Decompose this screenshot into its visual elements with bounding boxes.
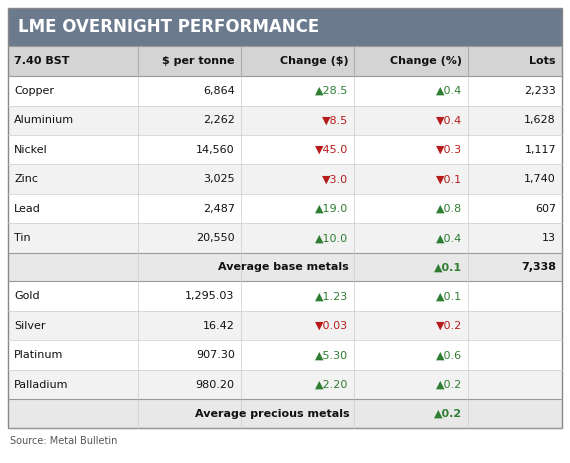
Text: Palladium: Palladium <box>14 380 68 390</box>
Text: ▼0.4: ▼0.4 <box>435 115 462 125</box>
Text: 13: 13 <box>542 233 556 243</box>
Bar <box>8 76 562 106</box>
Text: 6,864: 6,864 <box>203 86 235 96</box>
Text: 16.42: 16.42 <box>203 321 235 331</box>
Bar <box>8 370 562 400</box>
Text: ▲0.2: ▲0.2 <box>434 409 462 419</box>
Bar <box>8 253 562 282</box>
Text: 1,117: 1,117 <box>524 145 556 155</box>
Text: LME OVERNIGHT PERFORMANCE: LME OVERNIGHT PERFORMANCE <box>18 18 319 36</box>
Text: ▲19.0: ▲19.0 <box>315 204 348 214</box>
Text: ▲2.20: ▲2.20 <box>315 380 348 390</box>
Text: ▲5.30: ▲5.30 <box>315 350 348 360</box>
Bar <box>8 224 562 253</box>
Text: 1,740: 1,740 <box>524 174 556 184</box>
Text: ▲0.8: ▲0.8 <box>435 204 462 214</box>
Bar <box>8 340 562 370</box>
Text: 3,025: 3,025 <box>203 174 235 184</box>
Text: Change (%): Change (%) <box>390 56 462 66</box>
Text: ▼0.03: ▼0.03 <box>315 321 348 331</box>
Bar <box>8 106 562 135</box>
Text: Tin: Tin <box>14 233 31 243</box>
Text: Average precious metals: Average precious metals <box>194 409 349 419</box>
Text: Lead: Lead <box>14 204 41 214</box>
Text: 20,550: 20,550 <box>196 233 235 243</box>
Text: ▲0.1: ▲0.1 <box>434 262 462 272</box>
Text: Nickel: Nickel <box>14 145 48 155</box>
Text: ▲10.0: ▲10.0 <box>315 233 348 243</box>
Bar <box>8 311 562 340</box>
Text: ▼0.3: ▼0.3 <box>435 145 462 155</box>
Text: 1,628: 1,628 <box>524 115 556 125</box>
Text: Platinum: Platinum <box>14 350 63 360</box>
Text: 14,560: 14,560 <box>196 145 235 155</box>
Text: ▼0.2: ▼0.2 <box>435 321 462 331</box>
Text: Source: Metal Bulletin: Source: Metal Bulletin <box>10 436 117 446</box>
Text: ▲0.4: ▲0.4 <box>435 86 462 96</box>
Text: Gold: Gold <box>14 291 40 301</box>
Text: Average base metals: Average base metals <box>218 262 349 272</box>
Text: Change ($): Change ($) <box>280 56 348 66</box>
Text: ▼45.0: ▼45.0 <box>315 145 348 155</box>
Text: 7.40 BST: 7.40 BST <box>14 56 70 66</box>
Text: 2,487: 2,487 <box>203 204 235 214</box>
Text: 1,295.03: 1,295.03 <box>185 291 235 301</box>
Text: ▲0.4: ▲0.4 <box>435 233 462 243</box>
Text: Zinc: Zinc <box>14 174 38 184</box>
Text: ▲1.23: ▲1.23 <box>315 291 348 301</box>
Text: 607: 607 <box>535 204 556 214</box>
Text: 7,338: 7,338 <box>521 262 556 272</box>
Bar <box>8 282 562 311</box>
Bar <box>8 164 562 194</box>
Bar <box>8 135 562 164</box>
Text: Lots: Lots <box>530 56 556 66</box>
Text: ▲0.2: ▲0.2 <box>435 380 462 390</box>
Text: ▲0.1: ▲0.1 <box>435 291 462 301</box>
Text: ▼3.0: ▼3.0 <box>322 174 348 184</box>
Text: $ per tonne: $ per tonne <box>162 56 235 66</box>
Text: 2,233: 2,233 <box>524 86 556 96</box>
Text: Aluminium: Aluminium <box>14 115 74 125</box>
Text: ▲0.6: ▲0.6 <box>435 350 462 360</box>
Bar <box>8 194 562 224</box>
Text: 980.20: 980.20 <box>196 380 235 390</box>
Bar <box>8 8 562 46</box>
Bar <box>8 46 562 76</box>
Text: Silver: Silver <box>14 321 46 331</box>
Text: Copper: Copper <box>14 86 54 96</box>
Text: ▲28.5: ▲28.5 <box>315 86 348 96</box>
Text: 2,262: 2,262 <box>203 115 235 125</box>
Text: ▼8.5: ▼8.5 <box>322 115 348 125</box>
Text: ▼0.1: ▼0.1 <box>435 174 462 184</box>
Bar <box>8 400 562 428</box>
Text: 907.30: 907.30 <box>196 350 235 360</box>
